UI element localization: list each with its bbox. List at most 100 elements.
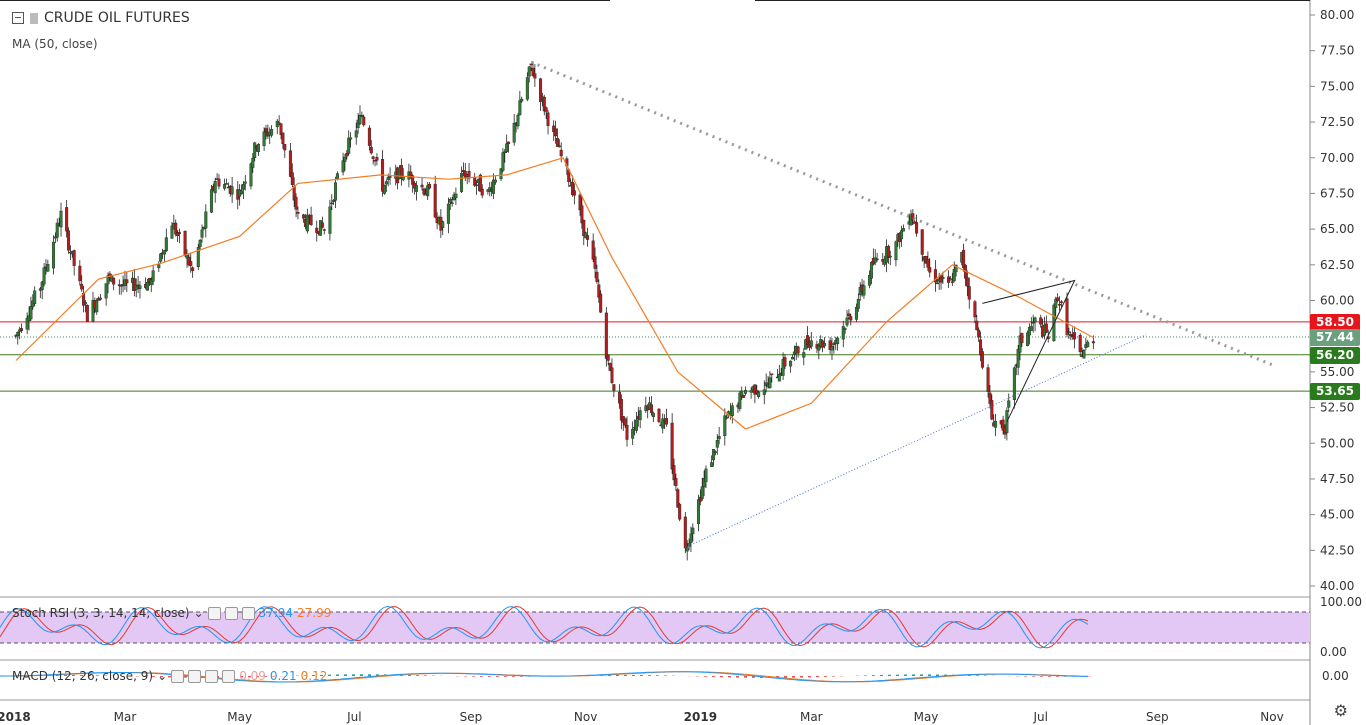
price-tag: 53.65 — [1310, 383, 1360, 401]
candle-body — [762, 389, 766, 395]
candle-body — [700, 486, 704, 499]
candle-body — [461, 170, 465, 173]
ma-indicator-label[interactable]: MA (50, close) — [12, 37, 98, 51]
candle-body — [725, 416, 729, 419]
candle-body — [91, 300, 95, 322]
macd-hist-bar — [344, 674, 347, 676]
candle-body — [836, 337, 840, 345]
candle-body — [1027, 327, 1031, 336]
candle-body — [426, 185, 430, 197]
candle-body — [501, 152, 505, 171]
candle-body — [740, 390, 744, 397]
code-icon[interactable] — [205, 669, 219, 683]
price-tick-label: 77.50 — [1320, 44, 1354, 58]
candle-body — [1073, 332, 1077, 340]
macd-hist-bar — [880, 674, 883, 676]
price-tick-label: 47.50 — [1320, 472, 1354, 486]
candle-body — [288, 150, 292, 177]
candle-body — [911, 213, 915, 221]
close-icon[interactable] — [241, 606, 255, 620]
macd-legend[interactable]: MACD (12, 26, close, 9) ⌄ 0.09 0.21 0.12 — [12, 669, 327, 683]
candle-body — [612, 384, 616, 391]
candle-body — [428, 184, 432, 189]
macd-hist-bar — [264, 676, 267, 677]
candle-body — [712, 449, 716, 461]
candle-body — [634, 419, 638, 431]
collapse-icon[interactable] — [12, 12, 24, 24]
candle-body — [20, 328, 24, 331]
stoch-k-line — [0, 605, 1089, 649]
candle-body — [16, 332, 20, 337]
candle-body — [625, 425, 629, 440]
price-tag: 58.50 — [1310, 313, 1360, 331]
gear-icon[interactable]: ⚙ — [1333, 701, 1348, 720]
candle-body — [40, 281, 44, 291]
candle-body — [309, 214, 313, 226]
macd-hist-bar — [976, 675, 979, 676]
stoch-rsi-legend[interactable]: Stoch RSI (3, 3, 14, 14, close) ⌄ 37.94 … — [12, 606, 331, 620]
candle-body — [965, 277, 969, 287]
candle-body — [685, 547, 689, 552]
macd-hist-bar — [704, 676, 707, 677]
candle-body — [691, 527, 695, 535]
macd-hist-bar — [56, 675, 59, 676]
settings-icon[interactable] — [188, 669, 202, 683]
candle-body — [783, 357, 787, 367]
macd-hist-bar — [72, 675, 75, 676]
visibility-icon[interactable] — [207, 606, 221, 620]
candle-body — [617, 392, 621, 404]
candle-body — [223, 184, 227, 189]
price-tick-label: 80.00 — [1320, 8, 1354, 22]
candle-body — [757, 391, 761, 397]
candle-body — [343, 156, 347, 162]
candle-body — [386, 176, 390, 180]
macd-hist-bar — [160, 676, 163, 678]
stoch-d-value: 27.99 — [297, 606, 332, 620]
candle-body — [362, 116, 366, 126]
candle-body — [200, 229, 204, 238]
candle-body — [85, 304, 89, 322]
candle-body — [388, 176, 392, 178]
candle-body — [623, 418, 627, 426]
candle-body — [599, 293, 603, 313]
candle-body — [608, 363, 612, 371]
candle-body — [191, 267, 195, 271]
stoch-d-line — [0, 605, 1089, 649]
close-icon[interactable] — [222, 669, 236, 683]
macd-hist-bar — [656, 675, 659, 676]
candle-body — [1033, 317, 1037, 323]
candle-body — [409, 171, 413, 178]
stoch-tick-label: 100.00 — [1320, 595, 1362, 609]
candle-body — [755, 390, 759, 394]
dropdown-icon[interactable]: ⌄ — [193, 606, 204, 620]
candle-body — [290, 172, 294, 185]
candle-body — [529, 63, 533, 66]
macd-hist-bar — [664, 675, 667, 676]
candle-body — [888, 255, 892, 258]
candle-body — [189, 261, 193, 266]
macd-hist-bar — [488, 676, 491, 677]
macd-hist-bar — [888, 674, 891, 676]
candle-body — [619, 399, 623, 421]
candle-body — [170, 225, 174, 239]
dropdown-icon[interactable]: ⌄ — [157, 669, 168, 683]
candle-body — [1018, 335, 1022, 353]
candle-body — [854, 306, 858, 320]
candle-body — [125, 279, 129, 284]
candle-body — [649, 404, 653, 413]
candle-body — [828, 340, 832, 350]
candle-body — [296, 211, 300, 214]
candle-body — [638, 410, 642, 421]
candle-body — [320, 222, 324, 228]
price-tag: 56.20 — [1310, 346, 1360, 364]
flag-icon[interactable] — [30, 12, 38, 24]
candle-body — [710, 462, 714, 468]
candle-body — [134, 285, 138, 290]
macd-hist-bar — [792, 676, 795, 678]
candle-body — [610, 367, 614, 383]
settings-icon[interactable] — [224, 606, 238, 620]
candle-body — [411, 175, 415, 185]
candle-body — [1007, 400, 1011, 408]
visibility-icon[interactable] — [171, 669, 185, 683]
